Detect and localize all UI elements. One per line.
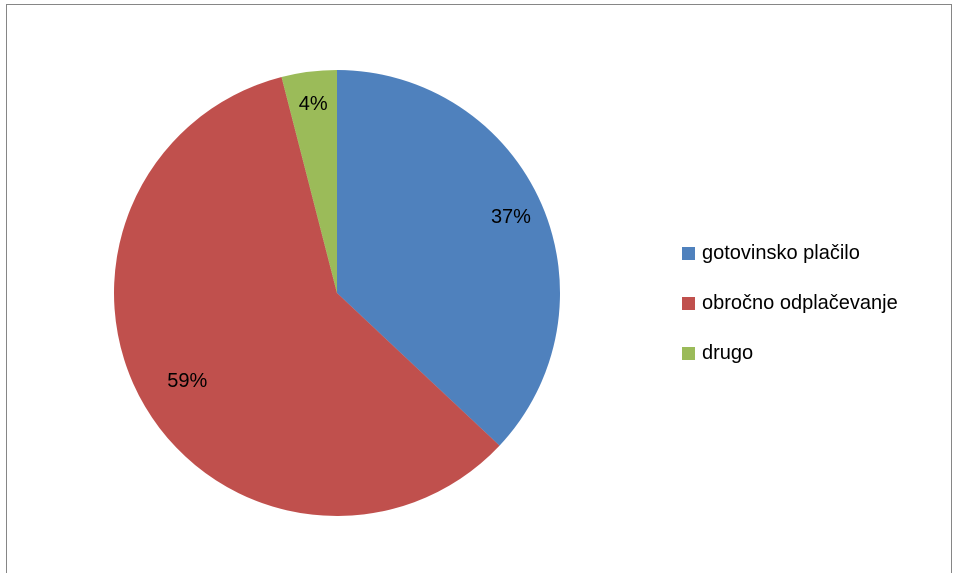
- pie-slice-2: [114, 77, 500, 516]
- pie-labels: 37% 59% 4%: [167, 93, 531, 392]
- legend: gotovinsko plačilo obročno odplačevanje …: [682, 228, 898, 378]
- pie-slice-1: [337, 70, 560, 446]
- pie-slices: [114, 70, 560, 516]
- legend-swatch: [682, 246, 695, 260]
- legend-item-obrocno-odplacevanje: obročno odplačevanje: [682, 278, 898, 328]
- pie-data-label: 4%: [299, 93, 328, 115]
- legend-item-drugo: drugo: [682, 328, 898, 378]
- legend-swatch: [682, 346, 695, 360]
- legend-swatch: [682, 296, 695, 310]
- legend-label: drugo: [702, 341, 754, 364]
- pie-data-label: 37%: [491, 206, 531, 228]
- legend-item-gotovinsko-placilo: gotovinsko plačilo: [682, 228, 898, 278]
- legend-label: gotovinsko plačilo: [702, 241, 860, 264]
- legend-label: obročno odplačevanje: [702, 291, 898, 314]
- pie-slice-3: [281, 70, 337, 293]
- pie-data-label: 59%: [167, 370, 207, 392]
